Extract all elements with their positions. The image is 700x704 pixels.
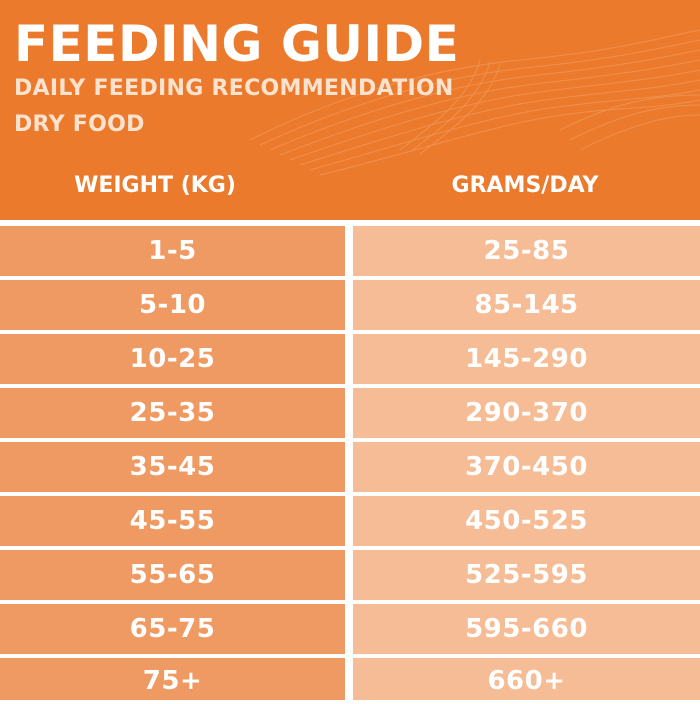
grams-cell: 290-370 <box>353 388 700 438</box>
grams-cell: 450-525 <box>353 496 700 546</box>
grams-cell: 25-85 <box>353 226 700 276</box>
grams-cell: 85-145 <box>353 280 700 330</box>
table-row: 5-10 85-145 <box>0 280 700 330</box>
table-row: 75+ 660+ <box>0 658 700 700</box>
grams-cell: 525-595 <box>353 550 700 600</box>
column-header-grams: GRAMS/DAY <box>451 173 599 198</box>
weight-cell: 35-45 <box>0 442 345 492</box>
weight-cell: 55-65 <box>0 550 345 600</box>
page-subtitle: DAILY FEEDING RECOMMENDATION <box>14 76 454 101</box>
grams-cell: 595-660 <box>353 604 700 654</box>
weight-cell: 10-25 <box>0 334 345 384</box>
table-row: 10-25 145-290 <box>0 334 700 384</box>
table-row: 55-65 525-595 <box>0 550 700 600</box>
header-banner: FEEDING GUIDE DAILY FEEDING RECOMMENDATI… <box>0 0 700 220</box>
table-row: 25-35 290-370 <box>0 388 700 438</box>
grams-cell: 145-290 <box>353 334 700 384</box>
grams-cell: 370-450 <box>353 442 700 492</box>
column-header-weight: WEIGHT (KG) <box>74 173 236 198</box>
weight-cell: 45-55 <box>0 496 345 546</box>
wave-pattern-decoration <box>249 29 700 176</box>
table-row: 35-45 370-450 <box>0 442 700 492</box>
table-row: 45-55 450-525 <box>0 496 700 546</box>
feeding-table: 1-5 25-85 5-10 85-145 10-25 145-290 25-3… <box>0 220 700 700</box>
table-row: 65-75 595-660 <box>0 604 700 654</box>
weight-cell: 25-35 <box>0 388 345 438</box>
weight-cell: 1-5 <box>0 226 345 276</box>
weight-cell: 65-75 <box>0 604 345 654</box>
table-row: 1-5 25-85 <box>0 226 700 276</box>
food-type-label: DRY FOOD <box>14 112 145 137</box>
page-title: FEEDING GUIDE <box>14 15 460 73</box>
weight-cell: 75+ <box>0 658 345 700</box>
weight-cell: 5-10 <box>0 280 345 330</box>
grams-cell: 660+ <box>353 658 700 700</box>
